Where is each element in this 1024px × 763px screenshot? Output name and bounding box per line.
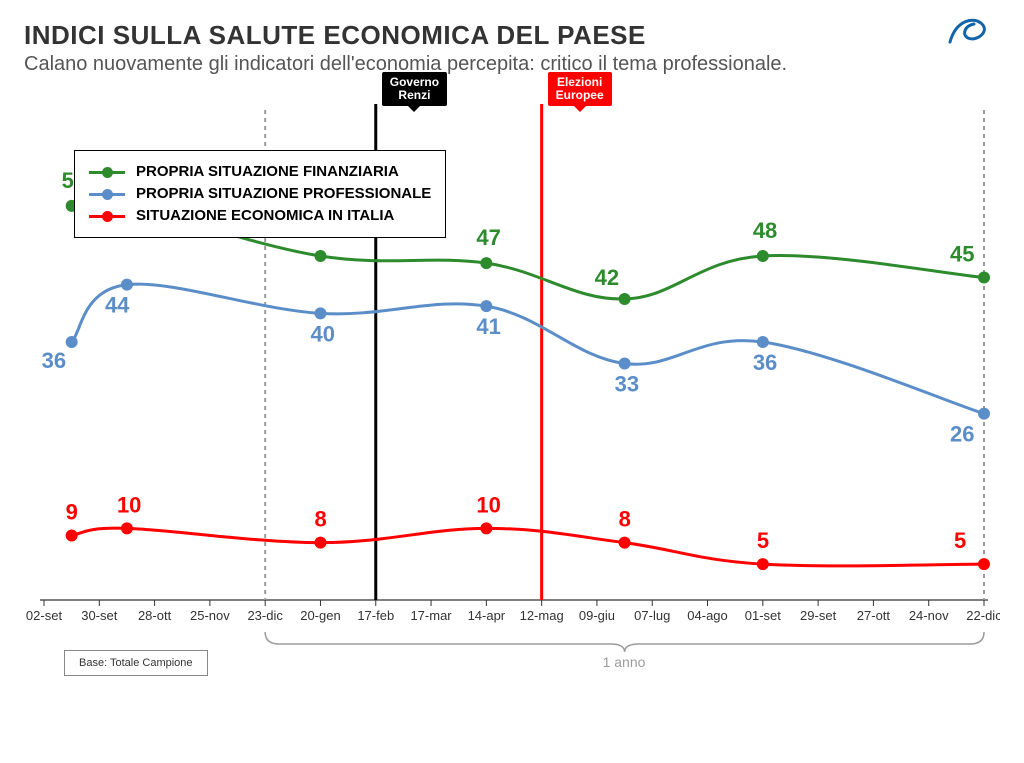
legend: PROPRIA SITUAZIONE FINANZIARIAPROPRIA SI… (74, 150, 446, 238)
series-prof (72, 284, 984, 414)
point-fin (757, 250, 769, 262)
page-title: INDICI SULLA SALUTE ECONOMICA DEL PAESE (24, 20, 1000, 51)
point-ita (314, 537, 326, 549)
point-ita (121, 522, 133, 534)
page-subtitle: Calano nuovamente gli indicatori dell'ec… (24, 53, 1000, 76)
point-fin (314, 250, 326, 262)
x-tick-label: 28-ott (138, 608, 172, 623)
point-label: 5 (757, 528, 769, 553)
legend-text: PROPRIA SITUAZIONE PROFESSIONALE (136, 183, 431, 205)
bracket-label: 1 anno (603, 654, 646, 670)
point-ita (480, 522, 492, 534)
point-fin (619, 293, 631, 305)
chart-area: PROPRIA SITUAZIONE FINANZIARIAPROPRIA SI… (24, 100, 1000, 660)
x-tick-label: 09-giu (579, 608, 615, 623)
x-tick-label: 17-feb (357, 608, 394, 623)
point-prof (619, 358, 631, 370)
x-tick-label: 23-dic (247, 608, 283, 623)
event-callout: ElezioniEuropee (548, 72, 612, 106)
point-label: 8 (314, 507, 326, 532)
x-tick-label: 17-mar (410, 608, 452, 623)
point-label: 45 (950, 242, 974, 267)
point-label: 40 (310, 321, 334, 346)
x-tick-label: 14-apr (468, 608, 506, 623)
event-callout-tail (574, 106, 586, 112)
point-label: 33 (615, 372, 639, 397)
point-label: 26 (950, 422, 974, 447)
x-tick-label: 07-lug (634, 608, 670, 623)
point-prof (314, 307, 326, 319)
point-label: 8 (619, 507, 631, 532)
point-label: 9 (66, 500, 78, 525)
x-tick-label: 30-set (81, 608, 118, 623)
point-prof (121, 279, 133, 291)
legend-item: PROPRIA SITUAZIONE PROFESSIONALE (89, 183, 431, 205)
legend-item: SITUAZIONE ECONOMICA IN ITALIA (89, 205, 431, 227)
legend-swatch-icon (89, 211, 128, 222)
point-fin (978, 272, 990, 284)
point-ita (978, 558, 990, 570)
point-label: 36 (42, 348, 66, 373)
point-label: 42 (595, 265, 619, 290)
legend-swatch-icon (89, 167, 128, 178)
x-tick-label: 24-nov (909, 608, 949, 623)
event-callout-tail (408, 106, 420, 112)
bracket (265, 632, 984, 652)
point-label: 36 (753, 350, 777, 375)
point-prof (978, 408, 990, 420)
base-label-text: Base: Totale Campione (79, 657, 193, 669)
point-ita (757, 558, 769, 570)
x-tick-label: 27-ott (857, 608, 891, 623)
point-label: 44 (105, 293, 130, 318)
event-line2: Europee (556, 89, 604, 102)
point-label: 47 (476, 225, 500, 250)
point-ita (619, 537, 631, 549)
series-ita (72, 528, 984, 566)
point-prof (480, 300, 492, 312)
point-ita (66, 530, 78, 542)
event-callout: GovernoRenzi (382, 72, 447, 106)
legend-text: PROPRIA SITUAZIONE FINANZIARIA (136, 161, 399, 183)
legend-swatch-icon (89, 189, 128, 200)
x-tick-label: 22-dic (966, 608, 1000, 623)
point-label: 41 (476, 314, 500, 339)
x-tick-label: 12-mag (520, 608, 564, 623)
base-label: Base: Totale Campione (64, 650, 208, 676)
point-fin (480, 257, 492, 269)
point-label: 10 (117, 492, 141, 517)
x-tick-label: 29-set (800, 608, 837, 623)
logo-icon (946, 16, 990, 51)
event-line2: Renzi (390, 89, 439, 102)
x-tick-label: 20-gen (300, 608, 340, 623)
point-label: 48 (753, 218, 777, 243)
point-label: 10 (476, 492, 500, 517)
x-tick-label: 04-ago (687, 608, 727, 623)
x-tick-label: 01-set (745, 608, 782, 623)
legend-item: PROPRIA SITUAZIONE FINANZIARIA (89, 161, 431, 183)
legend-text: SITUAZIONE ECONOMICA IN ITALIA (136, 205, 394, 227)
point-prof (757, 336, 769, 348)
point-label: 5 (954, 528, 966, 553)
x-tick-label: 25-nov (190, 608, 230, 623)
point-prof (66, 336, 78, 348)
x-tick-label: 02-set (26, 608, 63, 623)
